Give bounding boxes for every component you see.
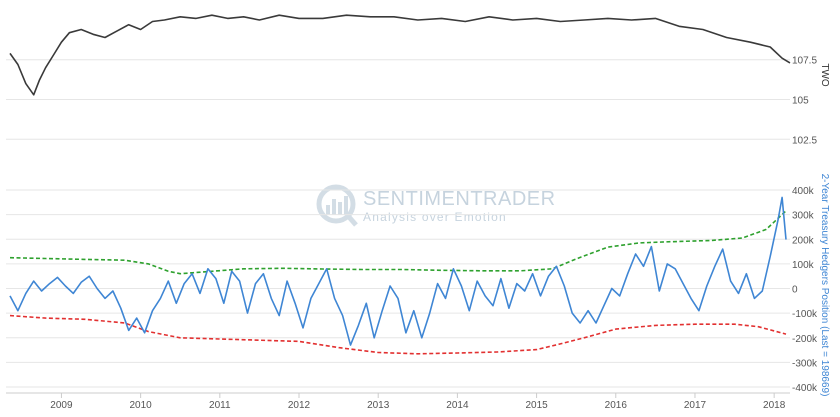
bottom-y-tick-label: -200k (792, 334, 818, 345)
lower-band-line (9, 314, 787, 355)
top-y-axis-label: TWO (819, 63, 830, 87)
bottom-y-axis-label: 2-Year Treasury Hedgers Position (Last =… (819, 174, 830, 397)
x-tick-label: 2012 (288, 400, 311, 411)
x-tick-label: 2011 (209, 400, 231, 411)
x-axis: 2009 2010 2011 2012 2013 2014 2015 2016 2017 2018 (6, 392, 790, 411)
bottom-y-tick-label: -400k (792, 383, 818, 394)
bottom-y-tick-label: -300k (792, 358, 818, 369)
bottom-y-tick-label: 400k (792, 186, 815, 197)
upper-band-line (9, 210, 787, 275)
top-y-tick-label: 107.5 (792, 56, 817, 67)
hedgers-position-line (9, 196, 787, 346)
top-y-tick-label: 102.5 (792, 135, 817, 146)
bottom-y-tick-label: -100k (792, 309, 818, 320)
watermark-logo-icon (316, 184, 358, 227)
bottom-panel: 400k 300k 200k 100k 0 -100k -200k -300k -400k (9, 186, 818, 394)
x-tick-label: 2016 (605, 400, 628, 411)
x-tick-label: 2017 (684, 400, 707, 411)
x-tick-label: 2018 (763, 400, 786, 411)
watermark: SENTIMENTRADER Analysis over Emotion (316, 184, 556, 227)
x-tick-label: 2013 (367, 400, 390, 411)
watermark-brand: SENTIMENTRADER (363, 188, 556, 210)
watermark-tagline: Analysis over Emotion (363, 210, 507, 224)
bottom-y-tick-label: 200k (792, 235, 815, 246)
x-tick-label: 2015 (525, 400, 548, 411)
top-panel: 107.5 105 102.5 (9, 14, 817, 146)
two-price-line (9, 14, 791, 96)
grid (6, 59, 790, 388)
bottom-y-tick-label: 100k (792, 260, 815, 271)
x-tick-label: 2010 (130, 400, 153, 411)
bottom-y-tick-label: 300k (792, 211, 815, 222)
x-tick-label: 2009 (50, 400, 73, 411)
x-tick-label: 2014 (446, 400, 469, 411)
bottom-y-tick-label: 0 (792, 285, 798, 296)
top-y-tick-label: 105 (792, 96, 809, 107)
